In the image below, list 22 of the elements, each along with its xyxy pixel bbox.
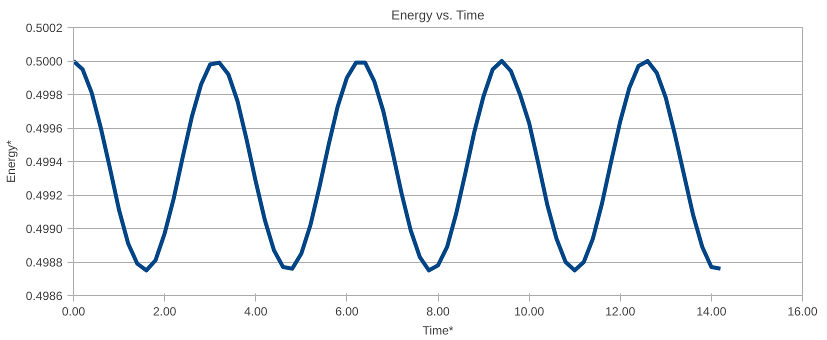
x-tick-label: 14.00 bbox=[696, 304, 727, 318]
y-tick-label: 0.4988 bbox=[26, 256, 63, 270]
x-tick-label: 10.00 bbox=[514, 304, 544, 318]
x-tick-label: 2.00 bbox=[152, 304, 177, 318]
line-series bbox=[74, 59, 722, 272]
y-tick-label: 0.4994 bbox=[26, 155, 63, 169]
x-tick-label: 16.00 bbox=[787, 304, 818, 318]
x-tick-label: 8.00 bbox=[426, 304, 450, 318]
y-tick-label: 0.4986 bbox=[26, 289, 63, 303]
x-tick-label: 6.00 bbox=[335, 304, 359, 318]
x-tick-label: 4.00 bbox=[244, 304, 268, 318]
x-tick-label: 12.00 bbox=[605, 304, 636, 318]
y-tick-label: 0.4992 bbox=[26, 188, 63, 202]
y-tick-label: 0.5002 bbox=[26, 21, 63, 35]
y-tick-label: 0.5000 bbox=[26, 54, 63, 68]
x-tick-label: 0.00 bbox=[62, 304, 86, 318]
chart-title: Energy vs. Time bbox=[391, 8, 484, 22]
y-tick-label: 0.4990 bbox=[26, 222, 63, 236]
y-axis-title: Energy* bbox=[4, 140, 18, 183]
y-tick-label: 0.4998 bbox=[26, 88, 63, 102]
x-axis-title: Time* bbox=[422, 324, 454, 338]
y-tick-label: 0.4996 bbox=[26, 122, 63, 136]
